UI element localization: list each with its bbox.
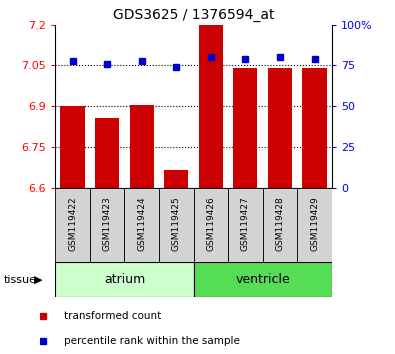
Bar: [55, 188, 90, 262]
Text: ventricle: ventricle: [235, 273, 290, 286]
Text: GSM119425: GSM119425: [172, 196, 181, 251]
Bar: [194, 188, 228, 262]
Text: transformed count: transformed count: [64, 311, 161, 321]
Bar: [60, 106, 85, 188]
Text: tissue: tissue: [4, 275, 37, 285]
Bar: [263, 188, 297, 262]
Bar: [164, 170, 188, 188]
Text: GSM119426: GSM119426: [206, 196, 215, 251]
Text: GSM119423: GSM119423: [103, 196, 112, 251]
Text: ▶: ▶: [34, 275, 42, 285]
Bar: [297, 188, 332, 262]
Text: GSM119427: GSM119427: [241, 196, 250, 251]
Bar: [194, 262, 332, 297]
Bar: [228, 188, 263, 262]
Text: GSM119424: GSM119424: [137, 196, 146, 251]
Title: GDS3625 / 1376594_at: GDS3625 / 1376594_at: [113, 8, 274, 22]
Text: atrium: atrium: [104, 273, 145, 286]
Text: GSM119429: GSM119429: [310, 196, 319, 251]
Bar: [199, 25, 223, 188]
Bar: [95, 118, 119, 188]
Bar: [233, 68, 258, 188]
Bar: [90, 188, 124, 262]
Text: GSM119422: GSM119422: [68, 196, 77, 251]
Text: GSM119428: GSM119428: [275, 196, 284, 251]
Bar: [268, 68, 292, 188]
Bar: [124, 188, 159, 262]
Bar: [55, 262, 194, 297]
Bar: [130, 105, 154, 188]
Bar: [159, 188, 194, 262]
Bar: [303, 68, 327, 188]
Text: percentile rank within the sample: percentile rank within the sample: [64, 336, 240, 346]
